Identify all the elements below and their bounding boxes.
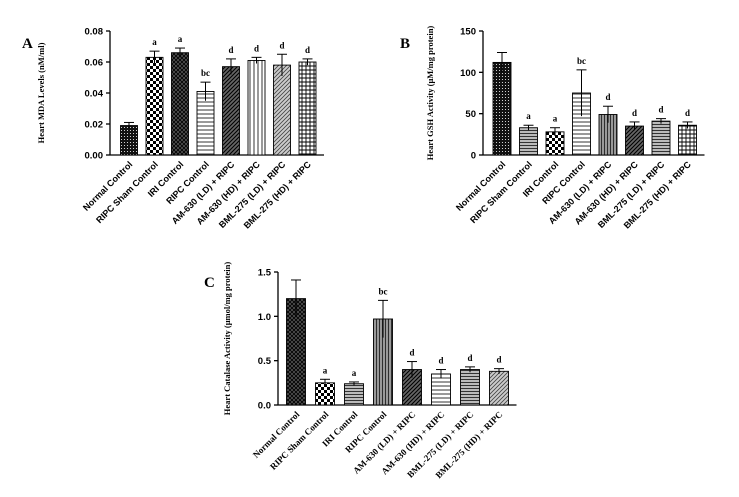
- panel-letter-c: C: [204, 275, 215, 291]
- significance-label: d: [496, 355, 501, 365]
- bar-bml-275-ld-ripc: [651, 120, 671, 156]
- chart-panel-b: 0 50 100 150 Heart GSH Activity (μM/mg prote…: [425, 26, 705, 231]
- y-axis-label: Heart Catalase Activity (μmol/mg protein…: [222, 262, 232, 416]
- y-tick-label: 0.5: [258, 356, 272, 367]
- bar-bml-275-ld-ripc: [273, 64, 291, 156]
- significance-label: d: [467, 353, 472, 363]
- significance-label: a: [178, 34, 183, 44]
- significance-label: d: [254, 43, 259, 53]
- significance-label: bc: [577, 56, 586, 66]
- significance-label: d: [632, 108, 637, 118]
- y-tick-label: 50: [465, 109, 476, 120]
- y-tick-label: 0.04: [85, 89, 104, 100]
- bar-bml-275-hd-ripc: [489, 370, 509, 406]
- y-tick-label: 0.06: [85, 58, 104, 69]
- chart-panel-c: 0.0 0.5 1.0 1.5 Heart Catalase Activity (μmo…: [222, 262, 517, 480]
- significance-label: a: [553, 114, 558, 124]
- y-tick-label: 0.0: [258, 401, 271, 412]
- chart-panel-a: 0.00 0.02 0.04 0.06 0.08 Heart MDA Levels (nM…: [36, 27, 324, 231]
- y-tick-label: 0: [471, 151, 476, 162]
- y-tick-label: 0.08: [85, 27, 104, 38]
- significance-label: d: [605, 92, 610, 102]
- bar-ripc-sham-control: [519, 127, 538, 156]
- bar-normal-control: [120, 125, 138, 156]
- bar-am-630-hd-ripc: [625, 125, 644, 156]
- bar-iri-control: [344, 383, 364, 406]
- y-tick-label: 0.02: [85, 120, 104, 131]
- panel-letter-b: B: [400, 36, 410, 52]
- bar-bml-275-hd-ripc: [678, 124, 697, 156]
- bar-am-630-hd-ripc: [247, 60, 266, 156]
- significance-label: a: [152, 37, 157, 47]
- y-tick-label: 150: [460, 27, 476, 38]
- significance-label: bc: [379, 286, 388, 296]
- significance-label: bc: [201, 68, 210, 78]
- bar-iri-control: [171, 52, 189, 156]
- bar-am-630-hd-ripc: [431, 373, 451, 406]
- panel-letter-a: A: [22, 36, 33, 52]
- significance-label: d: [658, 105, 663, 115]
- bar-bml-275-ld-ripc: [460, 369, 480, 406]
- y-axis-label: Heart GSH Activity (μM/mg protein): [425, 26, 435, 161]
- bar-normal-control: [492, 61, 512, 156]
- y-tick-label: 1.0: [258, 312, 271, 323]
- significance-label: d: [305, 45, 310, 55]
- significance-label: d: [438, 356, 443, 366]
- significance-label: d: [279, 40, 284, 50]
- y-axis-label: Heart MDA Levels (nM/ml): [36, 42, 46, 143]
- bar-bml-275-hd-ripc: [298, 61, 317, 156]
- significance-label: a: [526, 111, 531, 121]
- significance-label: a: [352, 368, 357, 378]
- significance-label: d: [685, 108, 690, 118]
- bar-ripc-control: [196, 90, 215, 156]
- bar-am-630-ld-ripc: [222, 66, 240, 156]
- y-tick-label: 1.5: [258, 268, 272, 279]
- y-tick-label: 0.00: [85, 151, 104, 162]
- significance-label: d: [409, 348, 414, 358]
- significance-label: a: [323, 365, 328, 375]
- bar-ripc-sham-control: [145, 56, 164, 156]
- y-tick-label: 100: [460, 68, 476, 79]
- significance-label: d: [228, 45, 233, 55]
